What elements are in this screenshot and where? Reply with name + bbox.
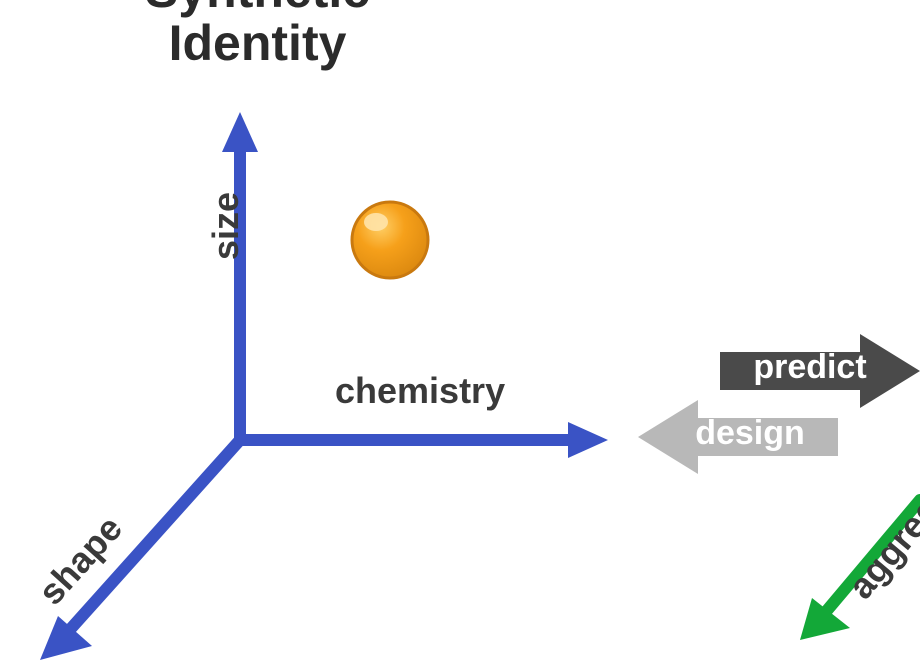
diagram-stage: Synthetic Identity [0,0,920,660]
diagram-svg [0,0,920,660]
axis-label-size: size [205,192,247,260]
axis-y [222,112,258,440]
axis-label-chemistry: chemistry [335,370,505,412]
nanoparticle-icon [352,202,428,278]
design-label: design [680,414,820,453]
predict-label: predict [740,348,880,387]
axis-x [240,422,608,458]
